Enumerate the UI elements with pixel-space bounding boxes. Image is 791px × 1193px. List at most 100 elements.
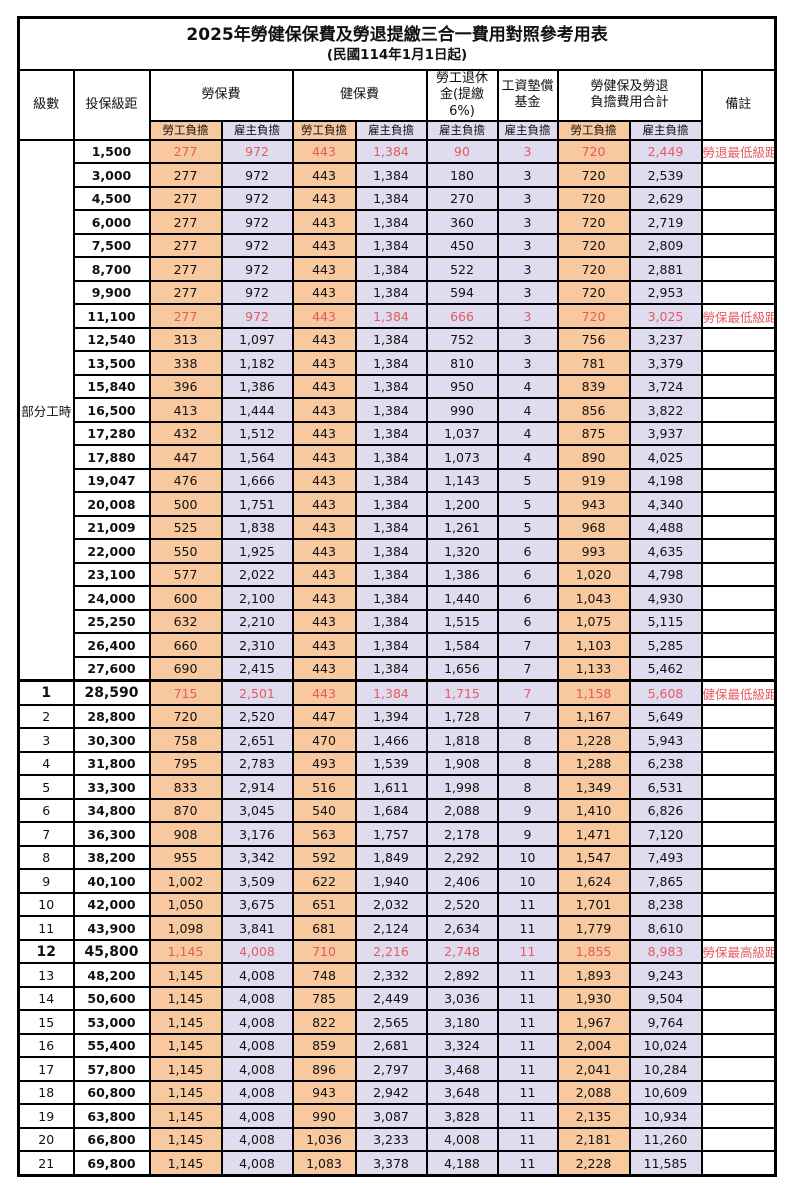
wage-fund-cell: 5 <box>496 467 559 494</box>
salary-bracket-cell: 9,900 <box>72 279 151 306</box>
total-employee-cell: 2,181 <box>556 1126 631 1153</box>
pension-employer-cell: 2,520 <box>425 891 499 918</box>
level-cell: 6 <box>17 797 75 824</box>
wage-fund-cell: 6 <box>496 585 559 611</box>
labor-employer-cell: 4,008 <box>220 1103 294 1129</box>
labor-employer-cell: 2,415 <box>220 655 294 682</box>
health-employee-cell: 443 <box>291 514 357 541</box>
health-employee-cell: 443 <box>291 561 357 588</box>
table-row: 15 53,000 1,145 4,008 822 2,565 3,180 11 1,967 9,… <box>17 1009 777 1035</box>
pension-employer-cell: 3,036 <box>425 985 499 1012</box>
labor-employer-cell: 4,008 <box>220 1126 294 1153</box>
total-employer-cell: 11,585 <box>628 1150 703 1177</box>
wage-fund-cell: 10 <box>496 868 559 894</box>
health-employee-cell: 748 <box>291 962 357 988</box>
salary-bracket-cell: 6,000 <box>72 209 151 235</box>
total-employer-cell: 3,379 <box>628 350 703 376</box>
labor-employer-cell: 972 <box>220 209 294 235</box>
table-row: 6 34,800 870 3,045 540 1,684 2,088 9 1,410 6,826 <box>17 797 777 824</box>
table-row: 14 50,600 1,145 4,008 785 2,449 3,036 11 1,930 9,… <box>17 985 777 1012</box>
total-employee-cell: 1,158 <box>556 679 631 706</box>
salary-bracket-cell: 45,800 <box>72 938 151 965</box>
total-employee-cell: 1,228 <box>556 727 631 753</box>
health-employee-cell: 443 <box>291 185 357 212</box>
total-employer-cell: 7,493 <box>628 844 703 871</box>
remark-cell <box>700 420 777 447</box>
total-employer-cell: 5,115 <box>628 608 703 635</box>
labor-employer-cell: 972 <box>220 256 294 282</box>
labor-employee-cell: 277 <box>148 232 223 259</box>
pension-employer-cell: 1,515 <box>425 608 499 635</box>
salary-bracket-cell: 69,800 <box>72 1150 151 1177</box>
table-row: 16 55,400 1,145 4,008 859 2,681 3,324 11 2,004 10… <box>17 1032 777 1059</box>
remark-cell <box>700 444 777 470</box>
health-employer-cell: 1,384 <box>354 256 428 282</box>
pension-employer-cell: 1,728 <box>425 703 499 730</box>
labor-employee-cell: 660 <box>148 632 223 658</box>
total-employee-cell: 1,043 <box>556 585 631 611</box>
level-cell: 2 <box>17 703 75 730</box>
wage-fund-cell: 11 <box>496 985 559 1012</box>
pension-employer-cell: 3,648 <box>425 1079 499 1106</box>
health-employer-cell: 2,942 <box>354 1079 428 1106</box>
health-employee-cell: 540 <box>291 797 357 824</box>
labor-employee-cell: 1,002 <box>148 868 223 894</box>
labor-employer-cell: 1,838 <box>220 514 294 541</box>
salary-bracket-cell: 12,540 <box>72 326 151 353</box>
pension-employer-cell: 522 <box>425 256 499 282</box>
labor-employee-cell: 908 <box>148 821 223 847</box>
total-employee-cell: 720 <box>556 138 631 165</box>
total-employer-cell: 7,865 <box>628 868 703 894</box>
labor-employer-cell: 2,520 <box>220 703 294 730</box>
labor-employee-cell: 277 <box>148 303 223 329</box>
labor-employer-cell: 4,008 <box>220 1032 294 1059</box>
table-row: 17,280 432 1,512 443 1,384 1,037 4 875 3,937 <box>19 420 777 447</box>
wage-fund-cell: 11 <box>496 1079 559 1106</box>
health-employer-cell: 1,384 <box>354 209 428 235</box>
total-employer-cell: 6,238 <box>628 750 703 777</box>
level-cell: 12 <box>17 938 75 965</box>
pension-employer-cell: 270 <box>425 185 499 212</box>
remark-cell: 勞保最低級距 <box>700 303 777 329</box>
labor-employer-cell: 2,210 <box>220 608 294 635</box>
total-employer-cell: 2,629 <box>628 185 703 212</box>
remark-cell: 勞退最低級距 <box>700 138 777 165</box>
wage-fund-cell: 3 <box>496 232 559 259</box>
premium-reference-table: 2025年勞健保保費及勞退提繳三合一費用對照參考用表 (民國114年1月1日起)… <box>17 16 778 1177</box>
health-employee-cell: 443 <box>291 491 357 517</box>
salary-bracket-cell: 25,250 <box>72 608 151 635</box>
total-employer-cell: 2,809 <box>628 232 703 259</box>
health-employee-cell: 563 <box>291 821 357 847</box>
remark-cell <box>700 561 777 588</box>
total-employer-cell: 4,930 <box>628 585 703 611</box>
labor-employer-cell: 1,751 <box>220 491 294 517</box>
remark-cell <box>700 797 777 824</box>
total-employee-cell: 1,288 <box>556 750 631 777</box>
table-row: 24,000 600 2,100 443 1,384 1,440 6 1,043 4,930 <box>19 585 777 611</box>
pension-employer-cell: 1,261 <box>425 514 499 541</box>
table-row: 21,009 525 1,838 443 1,384 1,261 5 968 4,488 <box>19 514 777 541</box>
health-employee-cell: 443 <box>291 232 357 259</box>
pension-employer-cell: 450 <box>425 232 499 259</box>
health-employee-cell: 443 <box>291 326 357 353</box>
health-employer-cell: 1,384 <box>354 491 428 517</box>
wage-fund-cell: 4 <box>496 373 559 400</box>
health-employer-cell: 1,384 <box>354 444 428 470</box>
labor-employee-cell: 1,145 <box>148 1032 223 1059</box>
health-employer-cell: 1,384 <box>354 138 428 165</box>
total-employer-cell: 4,798 <box>628 561 703 588</box>
salary-bracket-cell: 15,840 <box>72 373 151 400</box>
health-employee-cell: 896 <box>291 1056 357 1082</box>
health-employee-cell: 447 <box>291 703 357 730</box>
wage-fund-cell: 3 <box>496 256 559 282</box>
total-employee-cell: 1,779 <box>556 915 631 941</box>
health-employer-cell: 1,940 <box>354 868 428 894</box>
remark-cell <box>700 1056 777 1082</box>
remark-cell: 勞保最高級距 <box>700 938 777 965</box>
salary-bracket-cell: 8,700 <box>72 256 151 282</box>
salary-bracket-cell: 16,500 <box>72 397 151 423</box>
salary-bracket-cell: 38,200 <box>72 844 151 871</box>
table-title-cell: 2025年勞健保保費及勞退提繳三合一費用對照參考用表 (民國114年1月1日起) <box>17 16 777 71</box>
header-remark: 備註 <box>700 69 777 141</box>
remark-cell: 健保最低級距 <box>700 679 777 706</box>
